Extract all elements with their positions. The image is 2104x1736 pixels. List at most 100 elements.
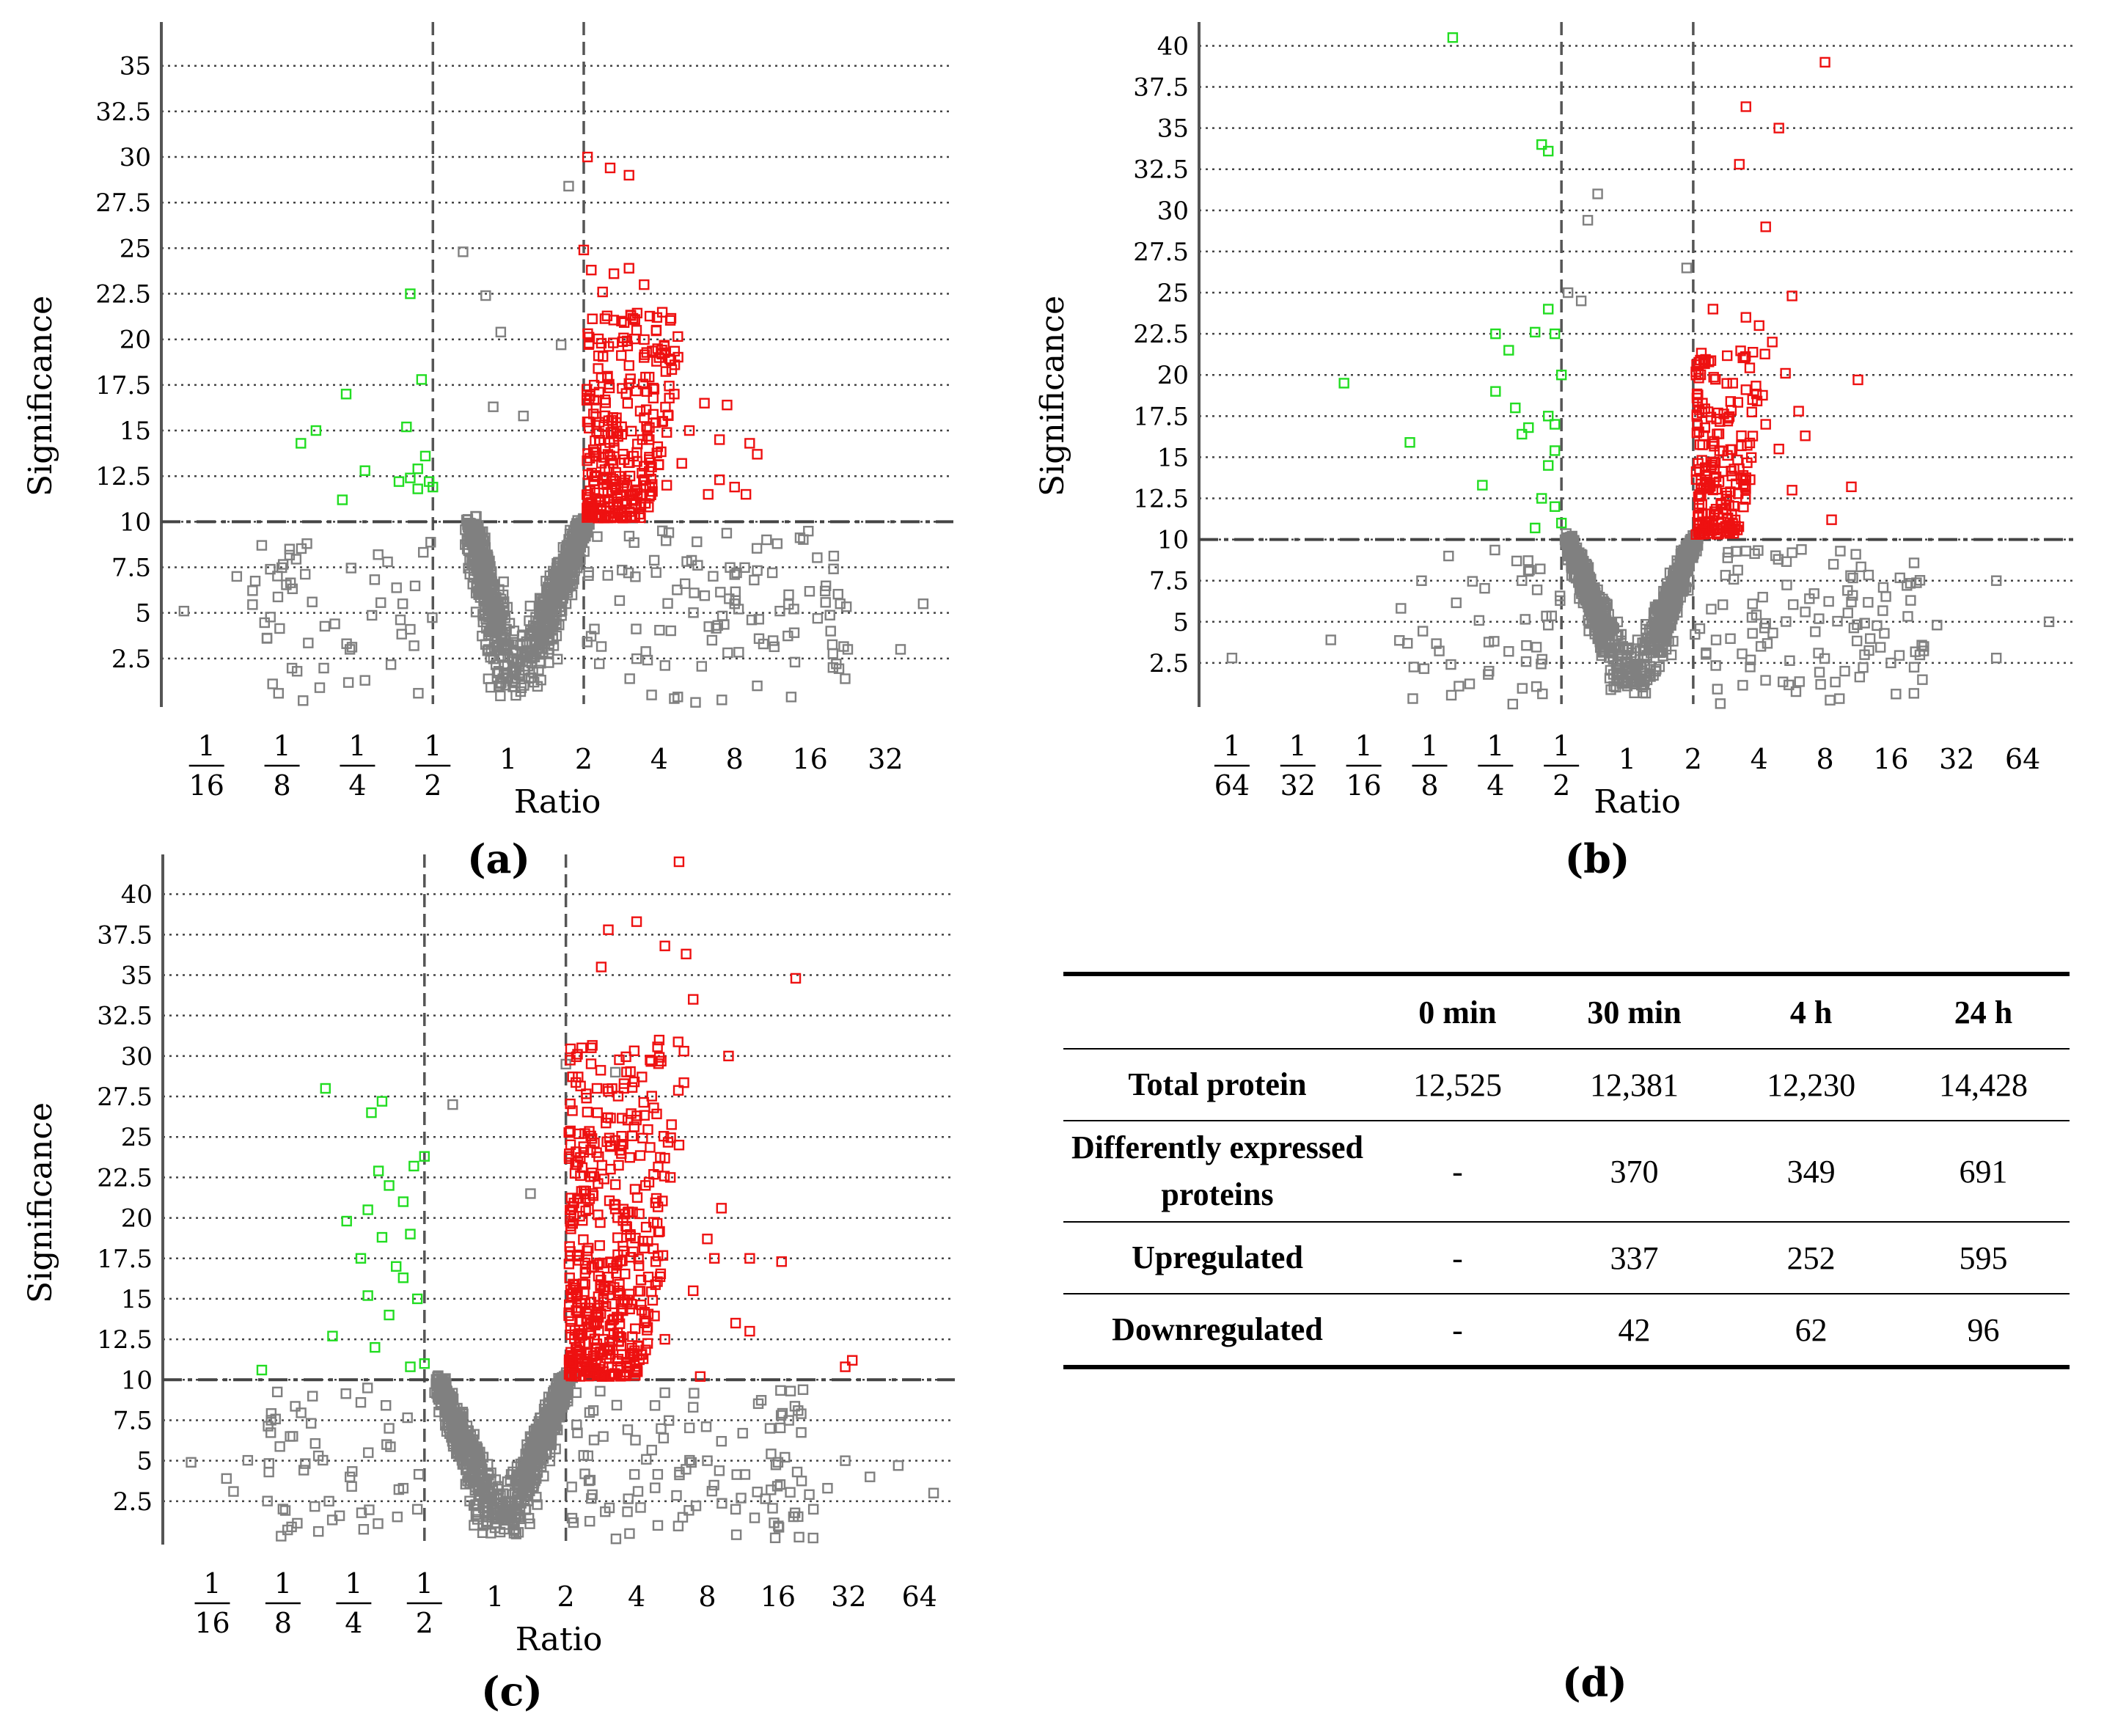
data-point-up	[653, 352, 665, 363]
data-point-down	[362, 1204, 373, 1215]
data-point-up	[620, 1220, 631, 1232]
data-point-up	[637, 467, 648, 479]
data-point-down	[411, 1293, 423, 1305]
data-point-up	[634, 406, 646, 417]
data-point-down	[310, 425, 322, 436]
x-tick-label: 8	[726, 743, 744, 775]
x-tick-label: 32	[868, 743, 903, 775]
data-point-grey	[1543, 620, 1554, 631]
data-point-up	[573, 1072, 584, 1083]
data-point-grey	[345, 563, 356, 574]
data-point-grey	[928, 1487, 939, 1498]
data-point-grey	[752, 1487, 763, 1498]
data-point-up	[637, 1132, 648, 1143]
data-point-grey	[221, 1473, 232, 1484]
data-point-up	[744, 1325, 755, 1337]
data-point-grey	[513, 656, 524, 667]
data-point-grey	[658, 1432, 670, 1444]
data-point-up	[584, 485, 595, 497]
y-tick-label: 35	[121, 962, 153, 991]
data-point-up	[592, 1107, 603, 1118]
data-point-grey	[699, 590, 711, 601]
data-point-grey	[555, 339, 567, 351]
data-point-up	[660, 366, 672, 377]
data-point-up	[616, 315, 627, 327]
data-point-grey	[774, 1422, 786, 1434]
data-point-up	[648, 1217, 659, 1228]
data-point-up	[584, 393, 595, 404]
data-point-grey	[1850, 549, 1861, 560]
data-point-grey	[282, 1524, 293, 1536]
x-tick-denominator: 16	[189, 769, 224, 802]
data-point-grey	[716, 1435, 727, 1447]
data-point-grey	[507, 675, 518, 686]
data-point-up	[578, 244, 590, 256]
data-point-grey	[672, 1520, 684, 1531]
data-point-up	[1691, 428, 1703, 439]
x-tick-numerator: 1	[203, 1567, 221, 1600]
data-point-grey	[522, 1451, 533, 1462]
data-point-grey	[1781, 616, 1792, 627]
data-point-grey	[1562, 287, 1574, 299]
data-point-grey	[917, 598, 929, 609]
data-point-grey	[480, 613, 491, 624]
x-tick-denominator: 4	[1487, 769, 1504, 802]
data-point-up	[840, 1361, 851, 1372]
data-point-grey	[683, 1422, 695, 1434]
data-point-up	[605, 1257, 616, 1268]
data-point-grey	[186, 1457, 197, 1468]
data-point-grey	[1629, 687, 1640, 699]
data-point-down	[419, 1151, 430, 1162]
data-point-grey	[470, 1509, 482, 1520]
data-point-grey	[783, 1415, 794, 1426]
data-point-grey	[291, 666, 303, 677]
data-point-up	[604, 378, 615, 390]
data-point-grey	[730, 1529, 742, 1540]
data-point-grey	[1746, 612, 1758, 623]
data-point-grey	[1832, 615, 1843, 627]
data-point-grey	[346, 642, 358, 653]
x-tick-label: 8	[698, 1581, 716, 1613]
data-point-up	[616, 350, 627, 361]
data-point-grey	[789, 656, 801, 668]
data-point-up	[590, 1349, 601, 1361]
data-point-grey	[541, 584, 553, 596]
data-point-grey	[610, 1533, 622, 1545]
data-point-grey	[1511, 555, 1522, 567]
data-point-up	[662, 1137, 674, 1148]
data-point-grey	[344, 644, 356, 655]
data-point-up	[563, 1299, 575, 1311]
data-point-grey	[470, 543, 481, 554]
data-point-grey	[277, 1504, 289, 1515]
data-point-up	[600, 512, 612, 523]
data-point-up	[565, 1246, 576, 1257]
data-point-up	[646, 461, 657, 472]
table-header-cell: 4 h	[1725, 972, 1898, 1050]
data-point-grey	[518, 1481, 530, 1492]
data-point-up	[590, 411, 601, 422]
data-point-up	[590, 1319, 601, 1330]
data-point-grey	[767, 635, 779, 646]
data-point-up	[631, 916, 642, 927]
data-point-grey	[1778, 676, 1789, 687]
y-tick-label: 17.5	[97, 1245, 153, 1274]
data-point-grey	[1489, 636, 1500, 647]
x-tick-numerator: 1	[1223, 730, 1241, 762]
data-point-grey	[1879, 628, 1890, 639]
data-point-up	[648, 384, 660, 395]
data-point-up	[681, 948, 692, 960]
data-point-grey	[470, 1482, 481, 1493]
data-point-up	[626, 1252, 637, 1263]
data-point-grey	[840, 601, 852, 612]
panel-label: (a)	[467, 835, 530, 882]
data-point-up	[1716, 497, 1727, 509]
data-point-grey	[541, 1407, 552, 1418]
y-tick-label: 7.5	[113, 1406, 153, 1435]
data-point-up	[1718, 503, 1729, 515]
data-point-grey	[835, 598, 846, 609]
data-point-grey	[369, 574, 381, 585]
data-point-up	[565, 1139, 576, 1150]
data-point-up	[665, 355, 677, 366]
data-point-grey	[1990, 575, 2002, 586]
data-point-grey	[686, 1457, 697, 1468]
